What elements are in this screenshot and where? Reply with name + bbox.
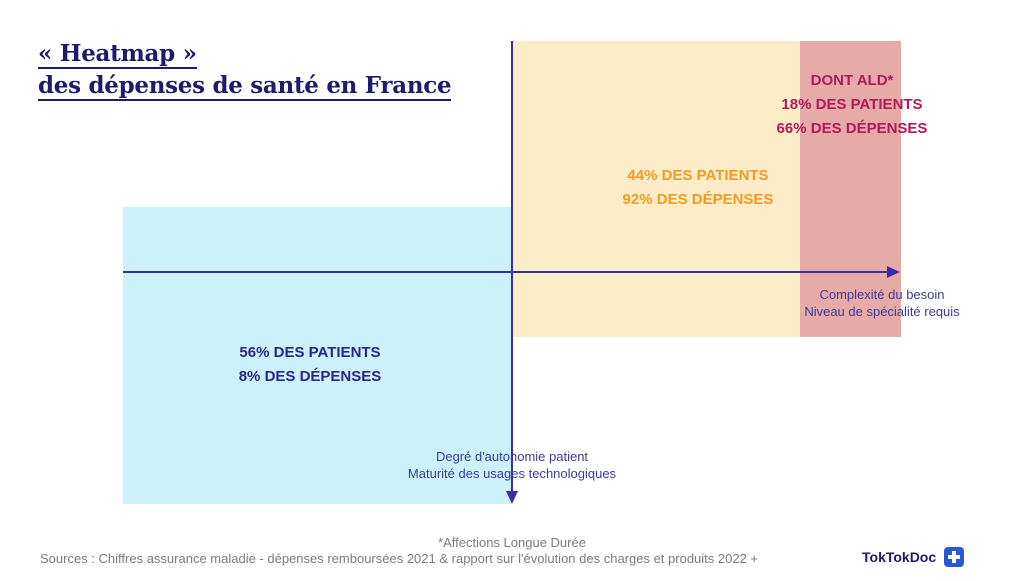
caption-red-line-1: Dont ALD* — [810, 72, 894, 89]
x-axis-label: Complexité du besoin Niveau de spécialit… — [782, 286, 982, 320]
title-line-2: des dépenses de santé en France — [38, 72, 452, 101]
caption-blue-line-2: 8% des dépenses — [238, 368, 382, 385]
x-axis-label-line-1: Complexité du besoin — [819, 287, 945, 302]
medical-cross-icon — [944, 547, 964, 567]
caption-blue-line-1: 56% des patients — [239, 344, 381, 361]
sources: Sources : Chiffres assurance maladie - d… — [40, 551, 759, 566]
caption-blue-quadrant: 56% des patients 8% des dépenses — [202, 341, 418, 389]
x-axis-label-line-2: Niveau de spécialité requis — [804, 304, 960, 319]
caption-red-line-3: 66% des dépenses — [776, 120, 928, 137]
caption-red-quadrant: Dont ALD* 18% des patients 66% des dépen… — [748, 69, 956, 141]
y-axis-label-line-2: Maturité des usages technologiques — [407, 466, 617, 481]
quadrant-complex-patients — [512, 41, 802, 337]
y-axis-label: Degré d'autonomie patient Maturité des u… — [382, 448, 642, 482]
caption-red-line-2: 18% des patients — [781, 96, 923, 113]
caption-orange-line-2: 92% des dépenses — [622, 191, 774, 208]
quadrant-autonomous-patients — [123, 207, 512, 504]
brand-name: TokTokDoc — [862, 549, 937, 565]
quadrant-ald-patients — [800, 41, 901, 337]
footnote: *Affections Longue Durée — [438, 535, 586, 550]
caption-orange-line-1: 44% des patients — [627, 167, 769, 184]
horizontal-axis-arrow — [887, 266, 900, 278]
page-title: « Heatmap » des dépenses de santé en Fra… — [38, 38, 452, 101]
title-line-1: « Heatmap » — [38, 40, 197, 69]
caption-orange-quadrant: 44% des patients 92% des dépenses — [590, 164, 806, 212]
vertical-axis-arrow — [506, 491, 518, 504]
y-axis-label-line-1: Degré d'autonomie patient — [435, 449, 589, 464]
